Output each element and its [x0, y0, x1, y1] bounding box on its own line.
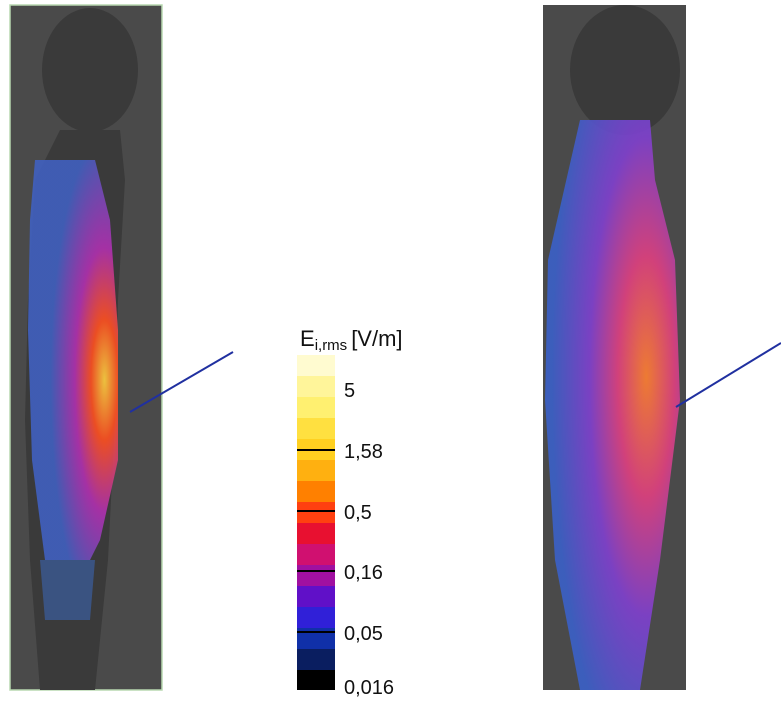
colorbar-tick-label: 0,05: [344, 623, 383, 645]
colorbar: Ei,rms [V/m] 5 1,58 0,5 0,16 0,05 0,016: [297, 326, 403, 699]
left-model-view: [9, 4, 234, 691]
colorbar-tick-label: 1,58: [344, 441, 383, 463]
right-model-view: [543, 5, 781, 690]
colorbar-tick-label: 0,016: [344, 677, 394, 698]
colorbar-tick-label: 0,5: [344, 502, 372, 524]
colorbar-title: Ei,rms [V/m]: [300, 326, 403, 354]
colorbar-tick-label: 5: [344, 380, 355, 402]
colorbar-tick-label: 0,16: [344, 562, 383, 584]
